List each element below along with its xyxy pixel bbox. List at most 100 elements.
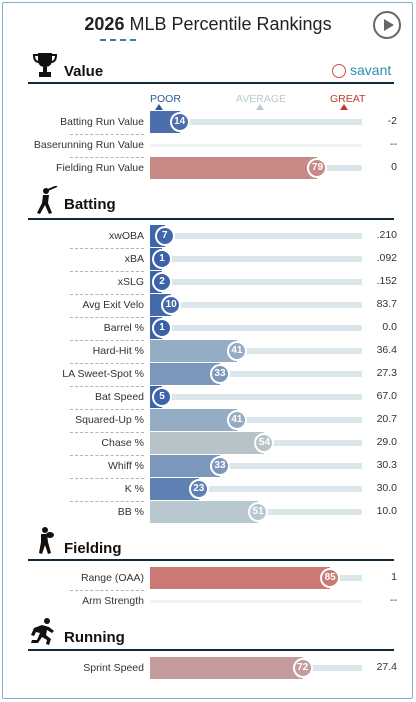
metric-value: -- <box>390 138 397 150</box>
scale-great-label: GREAT <box>330 93 366 105</box>
row-divider <box>70 454 144 456</box>
metric-label-sprint-speed: Sprint Speed <box>83 662 144 674</box>
percentile-bubble[interactable]: 79 <box>307 158 328 178</box>
row-divider <box>70 362 144 364</box>
percentile-track <box>150 394 362 400</box>
percentile-bar <box>150 501 259 523</box>
metric-label-bb: BB % <box>117 506 144 518</box>
percentile-bubble[interactable]: 10 <box>161 295 182 315</box>
metric-value: 83.7 <box>376 298 397 310</box>
percentile-bubble[interactable]: 33 <box>209 456 230 476</box>
percentile-bar <box>150 340 237 362</box>
percentile-bubble[interactable]: 41 <box>226 410 247 430</box>
metric-label-batting-run-value: Batting Run Value <box>60 116 144 128</box>
section-title-batting: Batting <box>64 196 116 213</box>
trophy-icon <box>32 53 58 77</box>
metric-value: 30.0 <box>376 482 397 494</box>
percentile-track <box>150 302 362 308</box>
metric-label-arm-strength: Arm Strength <box>82 595 144 607</box>
percentile-bar <box>150 455 220 477</box>
play-icon[interactable] <box>373 11 401 39</box>
percentile-bubble[interactable]: 14 <box>169 112 190 132</box>
percentile-bubble[interactable]: 7 <box>154 226 175 246</box>
metric-value: 20.7 <box>376 413 397 425</box>
metric-value: 1 <box>391 571 397 583</box>
percentile-bubble[interactable]: 2 <box>152 272 172 292</box>
percentile-bar <box>150 157 318 179</box>
metric-label-k: K % <box>124 483 144 495</box>
metric-value: 27.3 <box>376 367 397 379</box>
row-divider <box>70 133 144 135</box>
percentile-bubble[interactable]: 72 <box>292 658 313 678</box>
percentile-bubble[interactable]: 5 <box>152 387 172 407</box>
scale-average-label: AVERAGE <box>236 93 286 105</box>
metric-label-hard-hit: Hard-Hit % <box>92 345 144 357</box>
row-divider <box>70 339 144 341</box>
percentile-track <box>150 371 362 377</box>
metric-label-chase: Chase % <box>101 437 144 449</box>
percentile-track <box>150 279 362 285</box>
row-divider <box>70 589 144 591</box>
metric-value: .092 <box>376 252 397 264</box>
scale-poor-label: POOR <box>150 93 181 105</box>
metric-label-baserunning-run-value: Baserunning Run Value <box>33 139 144 151</box>
savant-text: savant <box>350 62 392 78</box>
percentile-track <box>150 256 362 262</box>
metric-label-xslg: xSLG <box>117 276 144 288</box>
row-divider <box>70 477 144 479</box>
empty-track <box>150 144 362 147</box>
percentile-bar <box>150 432 265 454</box>
row-divider <box>70 156 144 158</box>
percentile-bubble[interactable]: 41 <box>226 341 247 361</box>
metric-label-fielding-run-value: Fielding Run Value <box>56 162 144 174</box>
percentile-bubble[interactable]: 1 <box>152 318 172 338</box>
metric-label-bat-speed: Bat Speed <box>94 391 144 403</box>
section-rule-value <box>28 82 394 84</box>
percentile-track <box>150 348 362 354</box>
metric-value: .152 <box>376 275 397 287</box>
percentile-bubble[interactable]: 1 <box>152 249 172 269</box>
row-divider <box>70 500 144 502</box>
metric-value: 0.0 <box>382 321 397 333</box>
metric-value: .210 <box>376 229 397 241</box>
metric-label-xba: xBA <box>124 253 144 265</box>
metric-label-barrel: Barrel % <box>103 322 144 334</box>
percentile-bubble[interactable]: 85 <box>320 568 341 588</box>
metric-value: -- <box>390 594 397 606</box>
page-title: 2026 MLB Percentile Rankings <box>0 14 416 35</box>
metric-value: 27.4 <box>376 661 397 673</box>
percentile-bubble[interactable]: 33 <box>209 364 230 384</box>
title-underline <box>100 39 136 41</box>
percentile-track <box>150 417 362 423</box>
section-rule-batting <box>28 218 394 220</box>
row-divider <box>70 316 144 318</box>
percentile-bar <box>150 409 237 431</box>
section-rule-fielding <box>28 559 394 561</box>
metric-label-squared-up: Squared-Up % <box>75 414 144 426</box>
metric-value: 36.4 <box>376 344 397 356</box>
percentile-bubble[interactable]: 51 <box>248 502 269 522</box>
percentile-track <box>150 325 362 331</box>
baseball-icon <box>332 64 346 78</box>
metric-value: 30.3 <box>376 459 397 471</box>
percentile-bar <box>150 567 331 589</box>
percentile-bubble[interactable]: 54 <box>254 433 275 453</box>
row-divider <box>70 270 144 272</box>
metric-value: 10.0 <box>376 505 397 517</box>
section-title-running: Running <box>64 629 125 646</box>
percentile-bar <box>150 478 199 500</box>
metric-label-whiff: Whiff % <box>108 460 144 472</box>
section-title-fielding: Fielding <box>64 540 122 557</box>
great-arrow-icon <box>340 104 348 110</box>
metric-label-la-sweet-spot: LA Sweet-Spot % <box>62 368 144 380</box>
section-title-value: Value <box>64 63 104 80</box>
row-divider <box>70 431 144 433</box>
percentile-track <box>150 233 362 239</box>
fielder-icon <box>39 527 54 554</box>
row-divider <box>70 247 144 249</box>
metric-value: -2 <box>387 115 397 127</box>
percentile-bar <box>150 657 303 679</box>
percentile-bubble[interactable]: 23 <box>188 479 209 499</box>
metric-value: 29.0 <box>376 436 397 448</box>
